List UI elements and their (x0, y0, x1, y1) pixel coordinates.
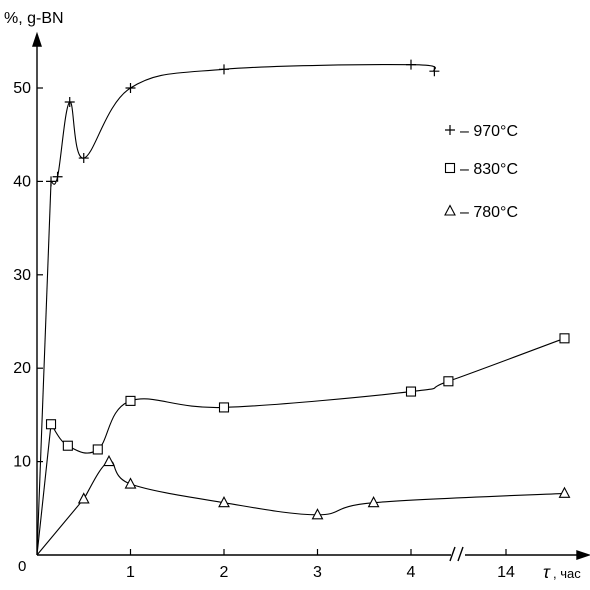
marker-plus (445, 125, 455, 135)
y-tick-label: 20 (13, 360, 31, 377)
marker-plus (219, 64, 229, 75)
y-tick-label: 30 (13, 267, 31, 284)
series-line-start (36, 181, 52, 556)
marker-triangle (77, 492, 90, 504)
series-plus (36, 59, 440, 556)
x-tick-label: 14 (497, 564, 515, 581)
marker-plus (429, 66, 440, 77)
x-tick-label: 2 (220, 564, 229, 581)
y-ticks: 10 20 30 40 50 (13, 80, 43, 471)
origin-label: 0 (18, 558, 26, 575)
marker-square (62, 440, 73, 451)
x-ticks: 1 2 3 4 14 (126, 549, 515, 581)
marker-square (125, 395, 136, 406)
marker-square (218, 402, 230, 413)
series-line-start (36, 424, 52, 556)
legend-label: – 780°C (460, 204, 518, 221)
axis-break (449, 546, 464, 562)
y-tick-label: 50 (13, 80, 31, 97)
marker-triangle (218, 496, 230, 508)
series-square (36, 333, 570, 556)
legend: – 970°C – 830°C – 780°C (444, 123, 518, 221)
marker-triangle (367, 496, 380, 508)
axis-break-mark (449, 546, 456, 562)
series-layer (36, 59, 571, 556)
marker-plus (64, 97, 75, 108)
series-line (50, 337, 565, 454)
marker-plus (125, 83, 136, 93)
marker-triangle (311, 508, 324, 520)
y-axis-arrow (32, 31, 42, 47)
x-axis-label-unit: , час (553, 566, 581, 581)
axes (32, 31, 590, 562)
series-line-start (36, 498, 85, 556)
x-tick-label: 3 (313, 564, 322, 581)
y-axis-label: %, g-BN (4, 10, 64, 27)
marker-square (405, 386, 417, 397)
marker-square (559, 333, 570, 344)
series-line (83, 460, 565, 516)
marker-square (92, 444, 103, 455)
x-tick-label: 1 (126, 564, 135, 581)
marker-plus (406, 59, 416, 70)
series-triangle (36, 454, 571, 556)
marker-triangle (444, 204, 456, 216)
marker-triangle (558, 486, 571, 498)
x-tick-label: 4 (407, 564, 416, 581)
marker-plus (78, 153, 89, 164)
x-axis-label-symbol: τ (543, 562, 551, 582)
series-line (50, 64, 436, 185)
legend-label: – 970°C (460, 123, 518, 140)
x-axis-arrow (576, 550, 590, 560)
marker-square (45, 419, 57, 430)
marker-square (443, 376, 454, 387)
marker-triangle (103, 454, 115, 467)
marker-square (444, 162, 456, 174)
y-tick-label: 40 (13, 173, 31, 190)
legend-label: – 830°C (460, 161, 518, 178)
marker-triangle (124, 477, 137, 489)
y-tick-label: 10 (13, 454, 31, 471)
marker-plus (52, 171, 63, 182)
axis-break-mark (457, 546, 464, 562)
marker-plus (46, 176, 57, 187)
